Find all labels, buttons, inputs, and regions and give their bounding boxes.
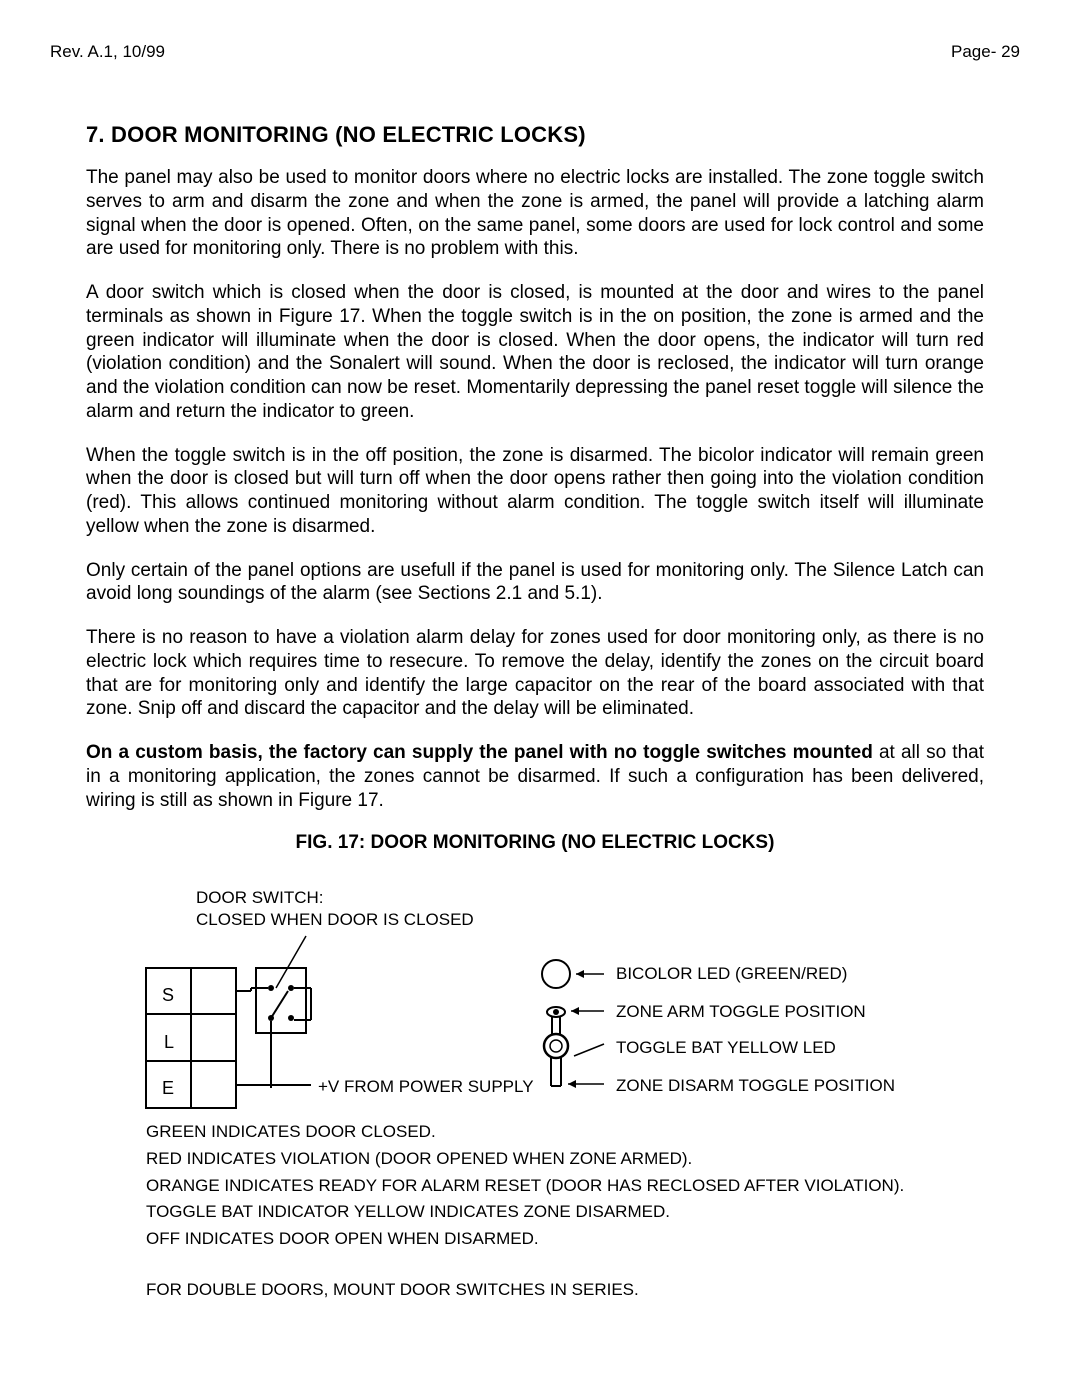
door-switch-label-2: CLOSED WHEN DOOR IS CLOSED bbox=[196, 910, 474, 930]
terminal-s-label: S bbox=[162, 985, 174, 1006]
zone-arm-label: ZONE ARM TOGGLE POSITION bbox=[616, 1002, 866, 1022]
paragraph-1: The panel may also be used to monitor do… bbox=[86, 166, 984, 261]
toggle-diagram-icon bbox=[526, 956, 616, 1136]
figure-title: FIG. 17: DOOR MONITORING (NO ELECTRIC LO… bbox=[86, 832, 984, 854]
terminal-l-label: L bbox=[164, 1032, 174, 1053]
door-switch-label-1: DOOR SWITCH: bbox=[196, 888, 324, 908]
paragraph-6: On a custom basis, the factory can suppl… bbox=[86, 741, 984, 812]
paragraph-2: A door switch which is closed when the d… bbox=[86, 281, 984, 424]
note-6: FOR DOUBLE DOORS, MOUNT DOOR SWITCHES IN… bbox=[146, 1278, 984, 1303]
bicolor-led-label: BICOLOR LED (GREEN/RED) bbox=[616, 964, 847, 984]
paragraph-3: When the toggle switch is in the off pos… bbox=[86, 444, 984, 539]
note-2: RED INDICATES VIOLATION (DOOR OPENED WHE… bbox=[146, 1147, 904, 1172]
paragraph-6-bold: On a custom basis, the factory can suppl… bbox=[86, 742, 873, 763]
page: Rev. A.1, 10/99 Page- 29 7. DOOR MONITOR… bbox=[0, 0, 1080, 1397]
note-4: TOGGLE BAT INDICATOR YELLOW INDICATES ZO… bbox=[146, 1200, 904, 1225]
content-area: 7. DOOR MONITORING (NO ELECTRIC LOCKS) T… bbox=[50, 122, 1020, 1303]
terminal-e-label: E bbox=[162, 1078, 174, 1099]
note-3: ORANGE INDICATES READY FOR ALARM RESET (… bbox=[146, 1174, 904, 1199]
zone-disarm-label: ZONE DISARM TOGGLE POSITION bbox=[616, 1076, 895, 1096]
page-header: Rev. A.1, 10/99 Page- 29 bbox=[50, 42, 1020, 62]
figure-notes: GREEN INDICATES DOOR CLOSED. RED INDICAT… bbox=[86, 1120, 904, 1253]
paragraph-4: Only certain of the panel options are us… bbox=[86, 559, 984, 607]
figure-17: DOOR SWITCH: CLOSED WHEN DOOR IS CLOSED bbox=[86, 888, 984, 1238]
note-5: OFF INDICATES DOOR OPEN WHEN DISARMED. bbox=[146, 1227, 904, 1252]
section-title: 7. DOOR MONITORING (NO ELECTRIC LOCKS) bbox=[86, 122, 984, 148]
note-1: GREEN INDICATES DOOR CLOSED. bbox=[146, 1120, 904, 1145]
v-supply-label: +V FROM POWER SUPPLY bbox=[318, 1077, 534, 1097]
figure-notes-2: FOR DOUBLE DOORS, MOUNT DOOR SWITCHES IN… bbox=[86, 1278, 984, 1303]
revision-label: Rev. A.1, 10/99 bbox=[50, 42, 165, 62]
paragraph-5: There is no reason to have a violation a… bbox=[86, 626, 984, 721]
toggle-bat-label: TOGGLE BAT YELLOW LED bbox=[616, 1038, 836, 1058]
page-number: Page- 29 bbox=[951, 42, 1020, 62]
